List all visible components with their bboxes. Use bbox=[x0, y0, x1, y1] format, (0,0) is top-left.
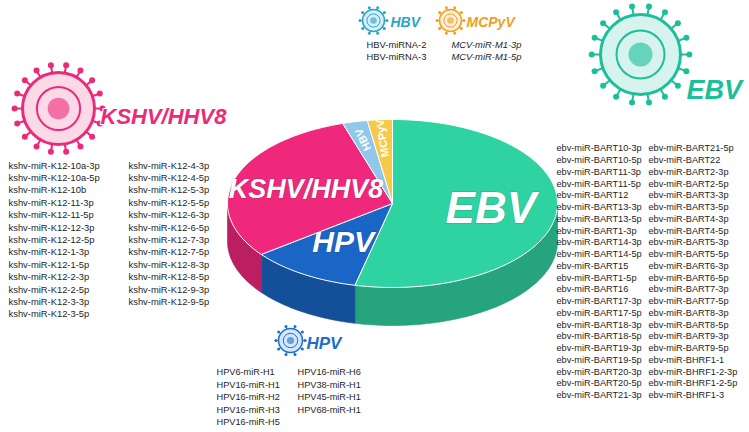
svg-text:ebv-miR-BART12: ebv-miR-BART12 bbox=[557, 190, 629, 200]
svg-text:HPV: HPV bbox=[312, 225, 377, 258]
svg-text:ebv-miR-BART11-5p: ebv-miR-BART11-5p bbox=[557, 179, 641, 189]
svg-text:ebv-miR-BART4-5p: ebv-miR-BART4-5p bbox=[649, 226, 729, 236]
svg-text:ebv-miR-BART17-5p: ebv-miR-BART17-5p bbox=[557, 308, 642, 318]
svg-text:ebv-miR-BART21-3p: ebv-miR-BART21-3p bbox=[557, 390, 642, 400]
svg-text:kshv-miR-K12-11-3p: kshv-miR-K12-11-3p bbox=[9, 197, 94, 208]
svg-text:ebv-miR-BART1-3p: ebv-miR-BART1-3p bbox=[557, 226, 637, 236]
svg-text:ebv-miR-BHRF1-1: ebv-miR-BHRF1-1 bbox=[649, 355, 725, 365]
svg-text:kshv-miR-K12-7-5p: kshv-miR-K12-7-5p bbox=[129, 246, 210, 257]
svg-text:kshv-miR-K12-9-3p: kshv-miR-K12-9-3p bbox=[129, 284, 210, 295]
svg-text:ebv-miR-BART18-5p: ebv-miR-BART18-5p bbox=[557, 331, 642, 341]
svg-text:HBV: HBV bbox=[391, 14, 422, 30]
svg-text:kshv-miR-K12-4-3p: kshv-miR-K12-4-3p bbox=[129, 160, 210, 171]
svg-text:ebv-miR-BART8-5p: ebv-miR-BART8-5p bbox=[649, 320, 729, 330]
svg-text:kshv-miR-K12-11-5p: kshv-miR-K12-11-5p bbox=[9, 209, 94, 220]
svg-text:MCV-miR-M1-5p: MCV-miR-M1-5p bbox=[452, 51, 522, 62]
svg-text:ebv-miR-BART13-3p: ebv-miR-BART13-3p bbox=[557, 202, 642, 212]
svg-text:ebv-miR-BART6-5p: ebv-miR-BART6-5p bbox=[649, 273, 729, 283]
svg-text:HBV-miRNA-2: HBV-miRNA-2 bbox=[367, 39, 427, 50]
svg-text:MCV-miR-M1-3p: MCV-miR-M1-3p bbox=[452, 39, 522, 50]
svg-text:kshv-miR-K12-8-5p: kshv-miR-K12-8-5p bbox=[129, 271, 210, 282]
svg-text:ebv-miR-BART21-5p: ebv-miR-BART21-5p bbox=[649, 143, 734, 153]
svg-text:kshv-miR-K12-10a-5p: kshv-miR-K12-10a-5p bbox=[9, 172, 100, 183]
svg-text:KSHV/HHV8: KSHV/HHV8 bbox=[229, 174, 384, 204]
svg-text:ebv-miR-BART18-3p: ebv-miR-BART18-3p bbox=[557, 320, 642, 330]
svg-text:ebv-miR-BART2-3p: ebv-miR-BART2-3p bbox=[649, 167, 729, 177]
svg-text:ebv-miR-BART19-5p: ebv-miR-BART19-5p bbox=[557, 355, 642, 365]
svg-text:ebv-miR-BART16: ebv-miR-BART16 bbox=[557, 284, 629, 294]
svg-text:kshv-miR-K12-9-5p: kshv-miR-K12-9-5p bbox=[129, 296, 210, 307]
svg-text:HPV45-miR-H1: HPV45-miR-H1 bbox=[298, 392, 361, 402]
svg-text:ebv-miR-BART7-5p: ebv-miR-BART7-5p bbox=[649, 296, 729, 306]
svg-text:HBV: HBV bbox=[352, 126, 373, 153]
svg-text:ebv-miR-BART3-3p: ebv-miR-BART3-3p bbox=[649, 190, 729, 200]
svg-text:ebv-miR-BART8-3p: ebv-miR-BART8-3p bbox=[649, 308, 729, 318]
svg-text:kshv-miR-K12-5-5p: kshv-miR-K12-5-5p bbox=[129, 197, 210, 208]
svg-text:HPV38-miR-H1: HPV38-miR-H1 bbox=[298, 380, 361, 390]
svg-text:ebv-miR-BART13-5p: ebv-miR-BART13-5p bbox=[557, 214, 642, 224]
svg-text:kshv-miR-K12-5-3p: kshv-miR-K12-5-3p bbox=[129, 184, 210, 195]
svg-text:kshv-miR-K12-1-3p: kshv-miR-K12-1-3p bbox=[9, 246, 90, 257]
svg-text:kshv-miR-K12-2-5p: kshv-miR-K12-2-5p bbox=[9, 284, 90, 295]
svg-text:ebv-miR-BHRF1-3: ebv-miR-BHRF1-3 bbox=[649, 390, 725, 400]
svg-text:ebv-miR-BART5-5p: ebv-miR-BART5-5p bbox=[649, 249, 729, 259]
svg-text:HPV68-miR-H1: HPV68-miR-H1 bbox=[298, 405, 361, 415]
svg-text:kshv-miR-K12-3-5p: kshv-miR-K12-3-5p bbox=[9, 308, 90, 319]
svg-text:ebv-miR-BART17-3p: ebv-miR-BART17-3p bbox=[557, 296, 642, 306]
svg-text:ebv-miR-BART2-5p: ebv-miR-BART2-5p bbox=[649, 179, 729, 189]
svg-text:kshv-miR-K12-7-3p: kshv-miR-K12-7-3p bbox=[129, 234, 210, 245]
svg-text:HPV16-miR-H3: HPV16-miR-H3 bbox=[217, 405, 280, 415]
svg-text:ebv-miR-BART4-3p: ebv-miR-BART4-3p bbox=[649, 214, 729, 224]
svg-text:HBV-miRNA-3: HBV-miRNA-3 bbox=[367, 51, 427, 62]
svg-text:ebv-miR-BART11-3p: ebv-miR-BART11-3p bbox=[557, 167, 641, 177]
svg-text:kshv-miR-K12-2-3p: kshv-miR-K12-2-3p bbox=[9, 271, 90, 282]
svg-text:HPV16-miR-H2: HPV16-miR-H2 bbox=[217, 392, 280, 402]
svg-text:HPV16-miR-H1: HPV16-miR-H1 bbox=[217, 380, 280, 390]
svg-text:ebv-miR-BHRF1-2-5p: ebv-miR-BHRF1-2-5p bbox=[649, 378, 738, 388]
svg-text:ebv-miR-BHRF1-2-3p: ebv-miR-BHRF1-2-3p bbox=[649, 367, 738, 377]
svg-text:ebv-miR-BART1-5p: ebv-miR-BART1-5p bbox=[557, 273, 637, 283]
svg-text:ebv-miR-BART7-3p: ebv-miR-BART7-3p bbox=[649, 284, 729, 294]
svg-text:ebv-miR-BART10-3p: ebv-miR-BART10-3p bbox=[557, 143, 642, 153]
svg-text:HPV: HPV bbox=[307, 334, 344, 353]
svg-text:ebv-miR-BART6-3p: ebv-miR-BART6-3p bbox=[649, 261, 729, 271]
svg-text:ebv-miR-BART20-3p: ebv-miR-BART20-3p bbox=[557, 367, 642, 377]
svg-text:ebv-miR-BART20-5p: ebv-miR-BART20-5p bbox=[557, 378, 642, 388]
svg-text:kshv-miR-K12-6-3p: kshv-miR-K12-6-3p bbox=[129, 209, 210, 220]
svg-text:kshv-miR-K12-10b: kshv-miR-K12-10b bbox=[9, 184, 87, 195]
svg-text:kshv-miR-K12-4-5p: kshv-miR-K12-4-5p bbox=[129, 172, 210, 183]
svg-text:HPV16-miR-H5: HPV16-miR-H5 bbox=[217, 417, 280, 427]
svg-text:ebv-miR-BART5-3p: ebv-miR-BART5-3p bbox=[649, 237, 729, 247]
svg-text:ebv-miR-BART22: ebv-miR-BART22 bbox=[649, 155, 721, 165]
svg-text:ebv-miR-BART9-3p: ebv-miR-BART9-3p bbox=[649, 331, 729, 341]
svg-text:MCPyV: MCPyV bbox=[373, 118, 391, 158]
svg-text:ebv-miR-BART9-5p: ebv-miR-BART9-5p bbox=[649, 343, 729, 353]
svg-text:ebv-miR-BART14-5p: ebv-miR-BART14-5p bbox=[557, 249, 642, 259]
svg-text:kshv-miR-K12-1-5p: kshv-miR-K12-1-5p bbox=[9, 259, 90, 270]
svg-text:MCPyV: MCPyV bbox=[467, 14, 517, 30]
svg-text:ebv-miR-BART3-5p: ebv-miR-BART3-5p bbox=[649, 202, 729, 212]
svg-text:kshv-miR-K12-10a-3p: kshv-miR-K12-10a-3p bbox=[9, 160, 100, 171]
svg-text:EBV: EBV bbox=[446, 183, 540, 232]
svg-text:kshv-miR-K12-6-5p: kshv-miR-K12-6-5p bbox=[129, 222, 210, 233]
svg-text:HPV6-miR-H1: HPV6-miR-H1 bbox=[217, 367, 275, 377]
svg-text:ebv-miR-BART10-5p: ebv-miR-BART10-5p bbox=[557, 155, 642, 165]
svg-text:kshv-miR-K12-12-5p: kshv-miR-K12-12-5p bbox=[9, 234, 95, 245]
svg-text:ebv-miR-BART15: ebv-miR-BART15 bbox=[557, 261, 629, 271]
svg-text:kshv-miR-K12-12-3p: kshv-miR-K12-12-3p bbox=[9, 222, 95, 233]
svg-text:ebv-miR-BART14-3p: ebv-miR-BART14-3p bbox=[557, 237, 642, 247]
svg-text:KSHV/HHV8: KSHV/HHV8 bbox=[101, 104, 228, 129]
svg-text:kshv-miR-K12-3-3p: kshv-miR-K12-3-3p bbox=[9, 296, 90, 307]
svg-text:kshv-miR-K12-8-3p: kshv-miR-K12-8-3p bbox=[129, 259, 210, 270]
svg-text:HPV16-miR-H6: HPV16-miR-H6 bbox=[298, 367, 361, 377]
svg-text:ebv-miR-BART19-3p: ebv-miR-BART19-3p bbox=[557, 343, 642, 353]
svg-text:EBV: EBV bbox=[687, 75, 745, 105]
